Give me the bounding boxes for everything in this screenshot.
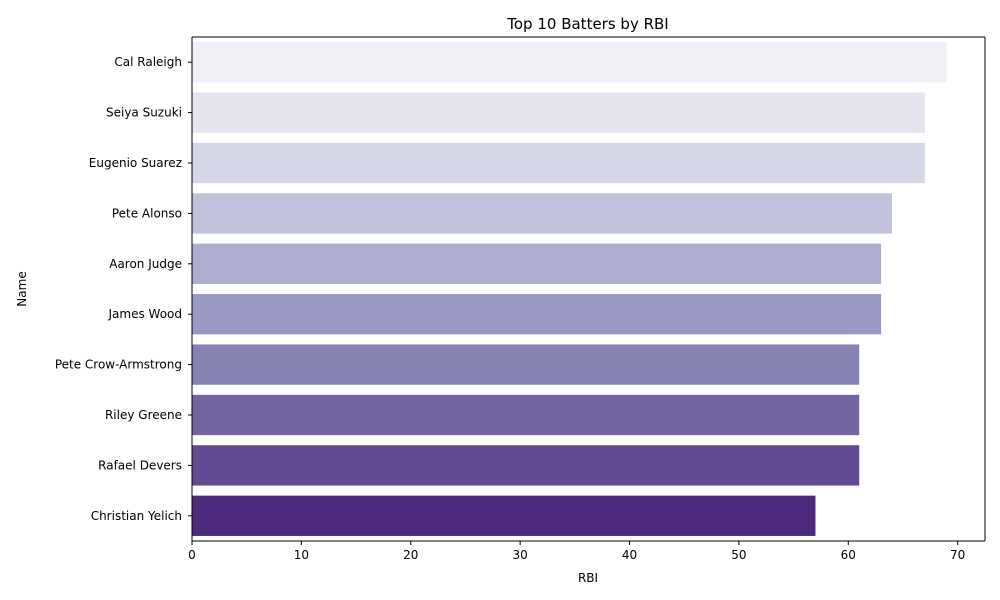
y-tick-label: Aaron Judge (109, 257, 182, 271)
bar-pete-crow-armstrong (192, 344, 860, 385)
bar-seiya-suzuki (192, 92, 925, 133)
x-tick-label: 10 (294, 548, 309, 562)
x-tick-label: 20 (403, 548, 418, 562)
y-tick-label: Pete Crow-Armstrong (55, 358, 182, 372)
x-tick-label: 0 (188, 548, 196, 562)
bar-eugenio-suarez (192, 142, 925, 184)
bar-rafael-devers (192, 445, 860, 486)
y-tick-label: James Wood (108, 307, 183, 321)
bar-james-wood (192, 294, 882, 335)
y-axis: Cal Raleigh Seiya Suzuki Eugenio Suarez Pet… (55, 55, 192, 523)
x-axis-title: RBI (578, 571, 598, 585)
bars-layer (192, 42, 947, 536)
y-tick-label: Pete Alonso (112, 206, 182, 220)
y-tick-label: Riley Greene (105, 408, 182, 422)
y-tick-label: Cal Raleigh (114, 55, 182, 69)
bar-riley-greene (192, 394, 860, 436)
x-axis: 0 10 20 30 40 50 60 70 (188, 541, 965, 562)
bar-christian-yelich (192, 495, 816, 536)
y-tick-label: Seiya Suzuki (106, 106, 182, 120)
y-tick-label: Rafael Devers (98, 458, 182, 472)
y-tick-label: Eugenio Suarez (89, 156, 182, 170)
bar-aaron-judge (192, 243, 882, 284)
x-tick-label: 60 (841, 548, 856, 562)
y-axis-title: Name (15, 271, 29, 306)
x-tick-label: 70 (950, 548, 965, 562)
x-tick-label: 30 (512, 548, 527, 562)
chart-title: Top 10 Batters by RBI (506, 15, 668, 33)
y-tick-label: Christian Yelich (91, 509, 182, 523)
x-tick-label: 50 (731, 548, 746, 562)
x-tick-label: 40 (622, 548, 637, 562)
bar-pete-alonso (192, 193, 893, 234)
bar-cal-raleigh (192, 42, 947, 83)
